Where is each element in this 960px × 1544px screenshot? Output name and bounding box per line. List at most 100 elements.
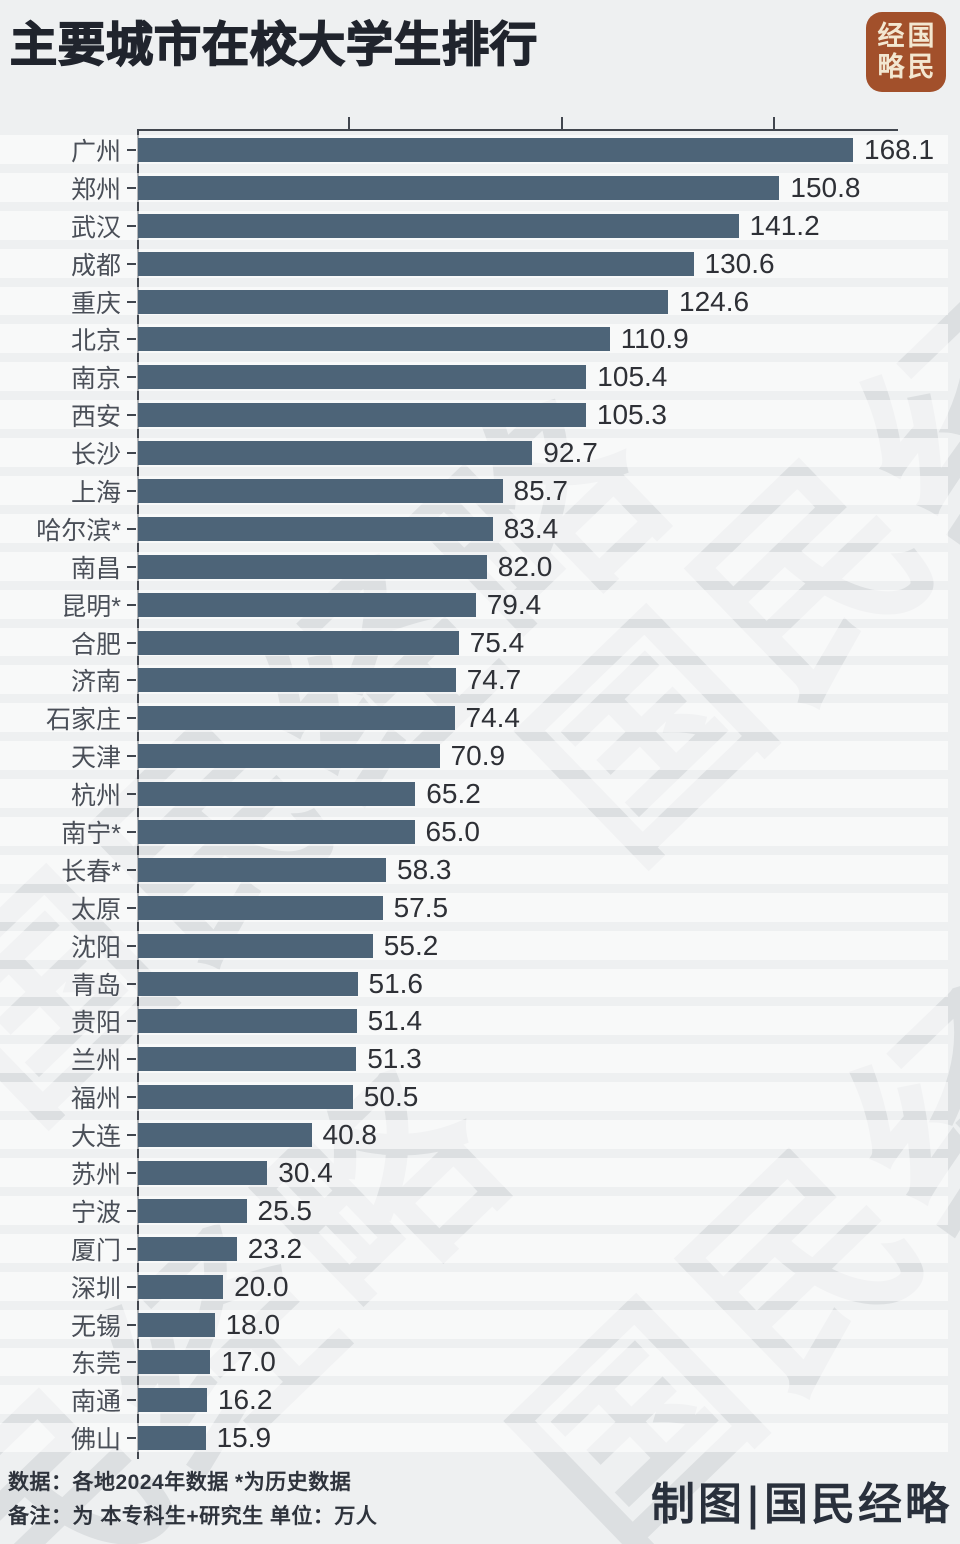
city-label: 太原 [70,895,121,924]
bar-row: 佛山 15.9 [0,1419,960,1457]
value-label: 18.0 [225,1308,281,1340]
bar-row: 深圳 20.0 [0,1268,960,1306]
value-bar [138,933,373,958]
value-label: 17.0 [221,1346,276,1378]
value-label: 79.4 [486,588,542,620]
city-label: 济南 [70,668,121,697]
y-axis-tick [127,1399,136,1402]
value-bar [138,706,455,731]
value-label: 15.9 [216,1422,272,1454]
city-label: 福州 [70,1085,121,1114]
city-label: 佛山 [70,1426,121,1455]
city-label: 广州 [70,137,121,166]
value-label: 20.0 [234,1270,289,1302]
bar-row: 宁波 25.5 [0,1192,960,1230]
city-label: 苏州 [70,1160,121,1189]
source-note: 数据：各地2024年数据 *为历史数据 [8,1471,352,1494]
value-label: 57.5 [393,891,449,923]
bar-row: 厦门 23.2 [0,1230,960,1268]
y-axis-tick [127,148,136,151]
y-axis-tick [127,300,136,303]
x-axis-line [137,117,898,131]
bar-row: 昆明* 79.4 [0,586,960,624]
value-bar [138,1047,357,1072]
city-label: 南通 [70,1388,121,1417]
bar-row: 合肥 75.4 [0,624,960,662]
value-bar [138,1350,211,1375]
city-label: 天津 [70,744,121,773]
value-label: 82.0 [497,550,553,582]
value-label: 83.4 [503,512,559,544]
city-label: 兰州 [70,1047,121,1076]
value-label: 92.7 [543,437,598,469]
value-label: 74.4 [465,702,521,734]
value-bar [138,744,440,769]
value-bar [138,441,533,466]
bar-row: 济南 74.7 [0,661,960,699]
x-axis-tick [561,117,563,129]
city-label: 青岛 [70,971,121,1000]
value-label: 141.2 [749,209,820,241]
value-bar [138,630,459,655]
value-bar [138,782,416,807]
city-label: 南昌 [70,554,121,583]
bar-row: 福州 50.5 [0,1078,960,1116]
value-bar [138,327,610,352]
bar-row: 武汉 141.2 [0,207,960,245]
value-bar [138,1388,207,1413]
city-label: 厦门 [70,1236,121,1265]
y-axis-tick [127,1247,136,1250]
city-label: 西安 [70,403,121,432]
brand-logo-char: 民 [907,52,935,83]
value-label: 51.3 [367,1043,422,1075]
value-bar [138,554,487,579]
y-axis-tick [127,1171,136,1174]
y-axis-tick [127,452,136,455]
y-axis-tick [127,527,136,530]
bar-row: 苏州 30.4 [0,1154,960,1192]
brand-logo-char: 国 [907,21,935,52]
city-label: 北京 [70,327,121,356]
y-axis-tick [127,1437,136,1440]
value-bar [138,213,739,238]
value-label: 51.6 [368,967,424,999]
bar-row: 杭州 65.2 [0,775,960,813]
value-bar [138,478,503,503]
bar-row: 石家庄 74.4 [0,699,960,737]
bar-row: 南宁* 65.0 [0,813,960,851]
value-label: 130.6 [704,247,775,279]
value-bar [138,819,415,844]
bar-row: 兰州 51.3 [0,1040,960,1078]
value-bar [138,1085,353,1110]
city-label: 成都 [70,251,121,280]
y-axis-tick [127,641,136,644]
y-axis-tick [127,1096,136,1099]
city-label: 长沙 [70,441,121,470]
bar-row: 青岛 51.6 [0,965,960,1003]
bar-row: 南通 16.2 [0,1381,960,1419]
bar-rows: 广州 168.1 郑州 150.8 武汉 141.2 成都 130.6 重庆 1… [0,131,960,1457]
y-axis-tick [127,565,136,568]
city-label: 东莞 [70,1350,121,1379]
city-label: 重庆 [70,289,121,318]
value-bar [138,289,668,314]
y-axis-tick [127,868,136,871]
bar-row: 成都 130.6 [0,245,960,283]
value-bar [138,1426,206,1451]
value-label: 105.4 [597,361,668,393]
brand-logo-char: 略 [877,52,905,83]
bar-row: 贵阳 51.4 [0,1002,960,1040]
y-axis-tick [127,982,136,985]
value-label: 65.2 [426,778,481,810]
y-axis-tick [127,1285,136,1288]
value-label: 23.2 [247,1232,303,1264]
value-bar [138,251,694,276]
bar-row: 上海 85.7 [0,472,960,510]
y-axis-tick [127,1323,136,1326]
value-label: 74.7 [466,664,522,696]
y-axis-tick [127,944,136,947]
value-bar [138,1009,357,1034]
value-bar [138,403,586,428]
bar-row: 大连 40.8 [0,1116,960,1154]
city-label: 杭州 [70,782,121,811]
